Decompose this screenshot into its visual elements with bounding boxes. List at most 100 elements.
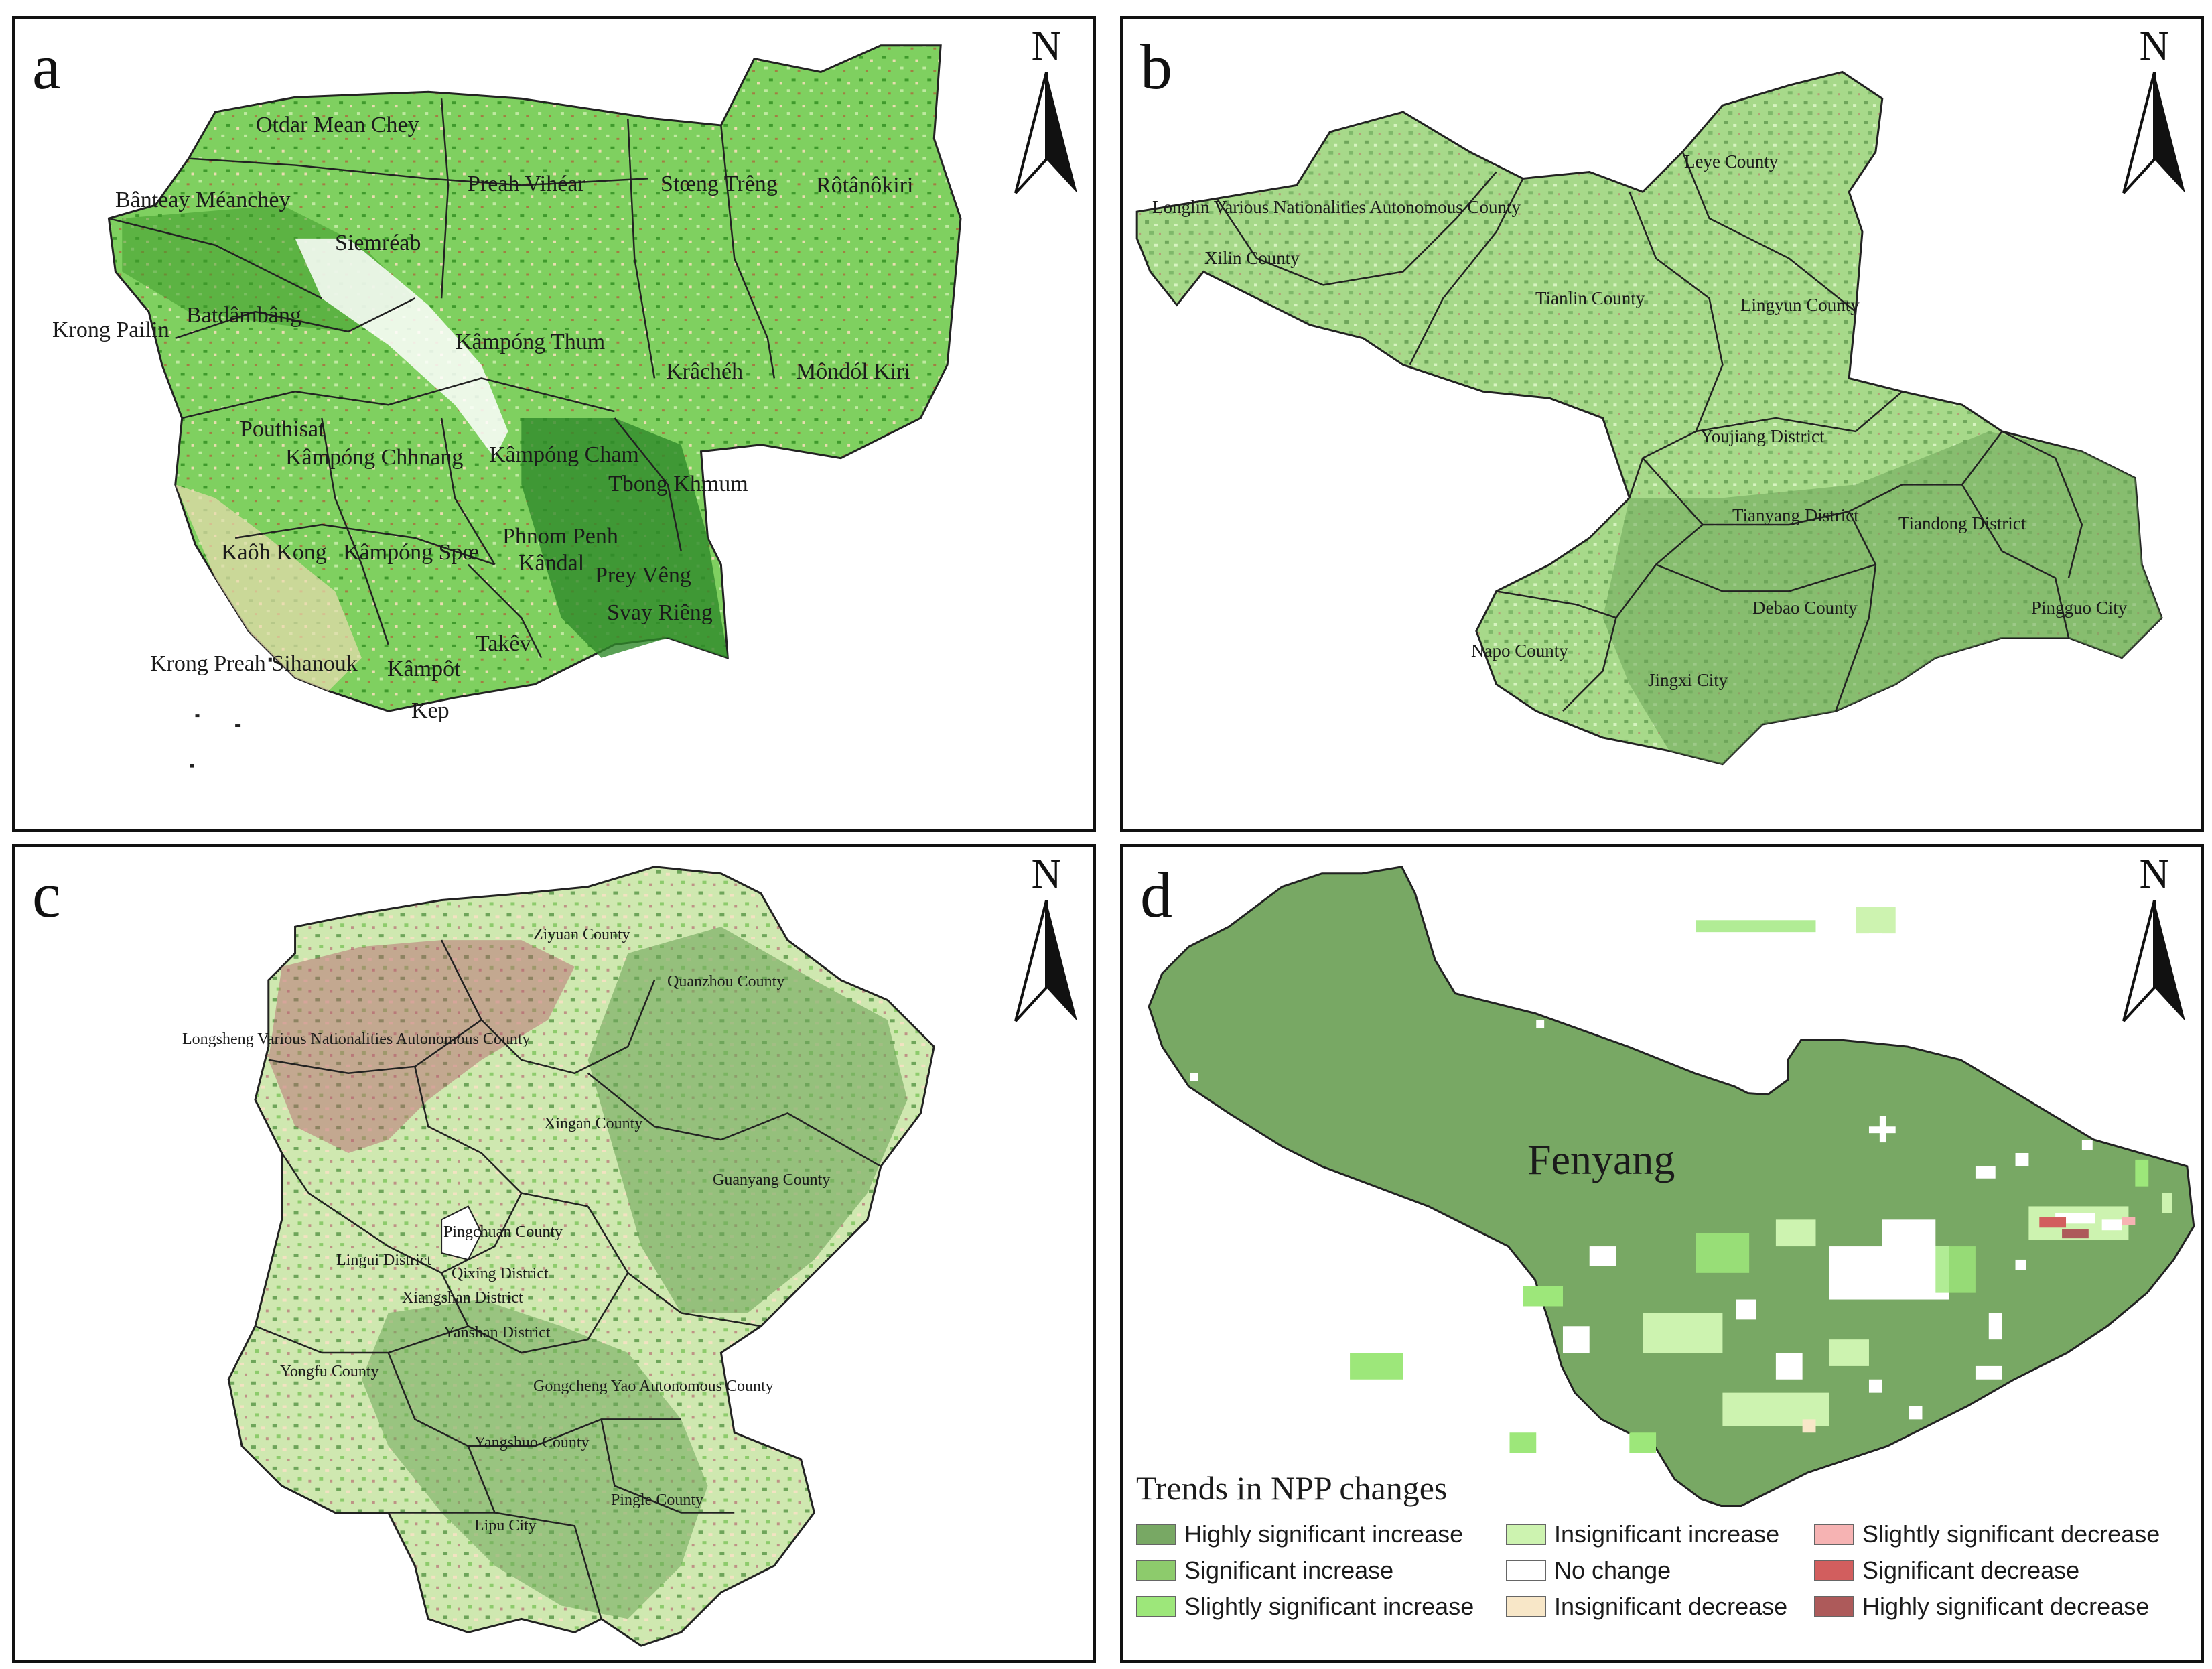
north-label: N: [2139, 23, 2170, 69]
place-label: Qixing District: [452, 1265, 549, 1282]
legend: Trends in NPP changes Highly significant…: [1129, 1463, 2195, 1658]
legend-label: Insignificant increase: [1554, 1520, 1780, 1548]
place-label: Quanzhou County: [667, 973, 785, 990]
tonle-sap-lake: [295, 238, 508, 458]
legend-label: Insignificant decrease: [1554, 1593, 1788, 1620]
north-label: N: [2139, 852, 2170, 897]
panel-letter-c: c: [32, 859, 61, 931]
legend-label: Slightly significant increase: [1184, 1593, 1474, 1620]
legend-label: No change: [1554, 1556, 1671, 1584]
north-label: N: [1031, 852, 1062, 897]
guilin-map: [227, 866, 935, 1647]
place-label: Pingguo City: [2031, 598, 2128, 618]
place-label: Krâchéh: [666, 359, 744, 384]
legend-label: Significant decrease: [1862, 1556, 2080, 1584]
place-label: Rôtânôkiri: [816, 173, 914, 198]
legend-swatch: [1814, 1596, 1854, 1617]
place-label: Svay Riêng: [607, 600, 713, 625]
place-label: Kaôh Kong: [221, 540, 327, 565]
place-label: Youjiang District: [1700, 426, 1825, 446]
panel-letter-b: b: [1140, 31, 1172, 103]
place-label: Tbong Khmum: [608, 472, 748, 496]
legend-swatch: [1136, 1596, 1176, 1617]
dark-green-east: [587, 927, 908, 1313]
place-label: Kâmpóng Thum: [456, 330, 606, 354]
panel-letter-a: a: [32, 31, 61, 103]
dark-green-southeast: [521, 418, 728, 658]
place-label: Kâmpôt: [387, 657, 461, 681]
place-label: Tianyang District: [1732, 505, 1859, 525]
place-label: Xingan County: [544, 1115, 643, 1132]
place-label: Xiangshan District: [402, 1289, 523, 1307]
place-label: Lingui District: [336, 1252, 431, 1269]
north-arrow: N: [2114, 854, 2195, 1034]
place-label: Napo County: [1471, 641, 1568, 661]
place-label: Bânteay Méanchey: [115, 188, 291, 212]
legend-label: Slightly significant decrease: [1862, 1520, 2160, 1548]
legend-swatch: [1814, 1524, 1854, 1545]
legend-swatch: [1136, 1560, 1176, 1581]
place-label: Leye County: [1684, 151, 1779, 172]
legend-item: No change: [1506, 1556, 1671, 1585]
place-label: Batdâmbâng: [186, 303, 301, 328]
province-boundaries: [109, 98, 776, 659]
north-arrow-icon: [2122, 72, 2185, 194]
north-arrow: N: [1006, 854, 1087, 1034]
pale-south-west: [175, 484, 362, 691]
north-arrow-icon: [1014, 72, 1077, 194]
place-label: Siemréab: [335, 230, 421, 255]
legend-swatch: [1506, 1524, 1546, 1545]
map-panel-d: d N Fenyang Trends in NPP changes Highly…: [1120, 844, 2204, 1663]
place-label: Guanyang County: [713, 1171, 831, 1189]
legend-swatch: [1506, 1560, 1546, 1581]
place-label: Pingle County: [611, 1491, 704, 1509]
place-label: Gongcheng Yao Autonomous County: [533, 1378, 774, 1395]
red-north-west: [268, 940, 575, 1153]
place-label: Longsheng Various Nationalities Autonomo…: [182, 1030, 531, 1048]
north-arrow: N: [1006, 25, 1087, 206]
legend-label: Highly significant increase: [1184, 1520, 1464, 1548]
place-label: Prey Vêng: [595, 563, 691, 588]
place-label: Takêv: [476, 631, 531, 656]
county-boundaries: [255, 939, 882, 1619]
place-label: Kâmpóng Cham: [489, 442, 639, 467]
north-label: N: [1031, 23, 1062, 69]
place-label: Pouthisat: [240, 417, 325, 442]
north-arrow: N: [2114, 25, 2195, 206]
legend-item: Insignificant increase: [1506, 1520, 1779, 1549]
place-label: Phnom Penh: [502, 524, 618, 549]
place-label: Pingchuan County: [443, 1223, 563, 1241]
place-label: Lipu City: [474, 1517, 537, 1534]
legend-swatch: [1136, 1524, 1176, 1545]
place-label: Kâmpóng Spœ: [343, 540, 480, 565]
darker-south-east: [1602, 431, 2162, 764]
place-label: Otdar Mean Chey: [256, 113, 419, 137]
legend-swatch: [1814, 1560, 1854, 1581]
place-label: Tianlin County: [1535, 288, 1645, 308]
legend-item: Highly significant increase: [1136, 1520, 1463, 1549]
decrease-hotspot: [2028, 1206, 2136, 1240]
place-label: Longlin Various Nationalities Autonomous…: [1152, 197, 1521, 217]
legend-item: Slightly significant increase: [1136, 1592, 1474, 1621]
legend-item: Highly significant decrease: [1814, 1592, 2149, 1621]
baise-map: [1135, 70, 2163, 766]
place-label: Preah Vihéar: [468, 172, 585, 196]
north-arrow-icon: [1014, 900, 1077, 1022]
legend-item: Significant increase: [1136, 1556, 1393, 1585]
place-label: Krong Preah Sihanouk: [150, 651, 358, 676]
place-label: Kâmpóng Chhnang: [285, 445, 464, 470]
place-label: Lingyun County: [1740, 295, 1860, 315]
place-label: Xilin County: [1204, 248, 1300, 268]
place-label: Ziyuan County: [533, 926, 630, 943]
legend-item: Significant decrease: [1814, 1556, 2079, 1585]
place-label: Môndól Kiri: [796, 359, 910, 384]
place-label-fenyang: Fenyang: [1527, 1136, 1675, 1183]
place-label: Kep: [411, 698, 450, 723]
map-panel-c: c N Ziyuan County Quanzhou County Longsh…: [12, 844, 1096, 1663]
map-panel-b: b N Leye County Longlin Various National…: [1120, 16, 2204, 832]
place-label: Kândal: [519, 551, 585, 576]
place-label: Tiandong District: [1898, 513, 2026, 533]
change-patches: [1176, 907, 2172, 1453]
place-label: Debao County: [1752, 598, 1858, 618]
place-label: Krong Pailin: [52, 318, 169, 342]
